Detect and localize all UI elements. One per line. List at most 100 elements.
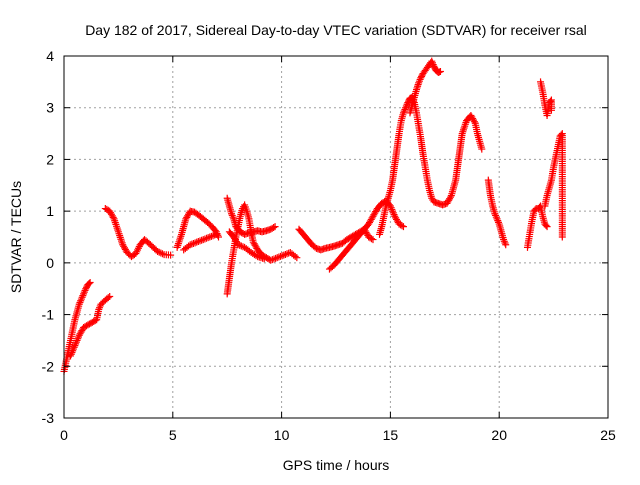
- data-point: [95, 305, 103, 313]
- data-point: [270, 255, 278, 263]
- data-point: [72, 338, 80, 346]
- plot-frame: [63, 55, 609, 419]
- data-point: [389, 209, 397, 217]
- data-point: [194, 238, 202, 246]
- x-tick-label: 20: [491, 427, 507, 443]
- data-point: [369, 236, 377, 244]
- y-tick-label: -2: [42, 358, 55, 374]
- data-point: [547, 106, 555, 114]
- data-point: [268, 256, 276, 264]
- data-point: [186, 241, 194, 249]
- data-point: [558, 233, 566, 241]
- series-arc-3: [101, 205, 175, 261]
- x-tick-label: 0: [60, 427, 68, 443]
- data-point: [234, 241, 242, 249]
- data-point: [403, 100, 411, 108]
- data-point: [69, 345, 77, 353]
- series-arc-1: [60, 279, 94, 375]
- data-point: [167, 251, 175, 259]
- data-point: [368, 235, 376, 243]
- series-arc-14: [523, 202, 551, 251]
- data-point: [402, 102, 410, 110]
- data-point: [189, 239, 197, 247]
- data-point: [470, 118, 478, 126]
- data-point: [494, 217, 502, 225]
- chart-title: Day 182 of 2017, Sidereal Day-to-day VTE…: [85, 22, 587, 38]
- data-point: [493, 215, 501, 223]
- data-point: [228, 211, 236, 219]
- data-point: [531, 206, 539, 214]
- data-point: [293, 254, 301, 262]
- data-point: [104, 294, 112, 302]
- data-point: [281, 250, 289, 258]
- data-point: [388, 205, 396, 213]
- x-tick-label: 25: [600, 427, 616, 443]
- data-point: [543, 223, 551, 231]
- data-point: [446, 193, 454, 201]
- data-point: [400, 107, 408, 115]
- data-point: [478, 145, 486, 153]
- data-point: [85, 280, 93, 288]
- data-point: [501, 239, 509, 247]
- data-point: [502, 241, 510, 249]
- y-tick-label: 4: [46, 48, 54, 64]
- data-point: [428, 59, 436, 67]
- x-tick-label: 5: [169, 427, 177, 443]
- x-tick-label: 15: [383, 427, 399, 443]
- data-point: [252, 252, 260, 260]
- data-point: [267, 256, 275, 264]
- data-point: [401, 105, 409, 113]
- data-point: [80, 290, 88, 298]
- data-point: [75, 333, 83, 341]
- data-point: [436, 68, 444, 76]
- data-point: [399, 109, 407, 117]
- data-point: [72, 340, 80, 348]
- data-point: [389, 207, 397, 215]
- data-point: [75, 300, 83, 308]
- data-point: [271, 223, 279, 231]
- series-arc-16: [541, 130, 566, 241]
- data-point: [272, 254, 280, 262]
- data-point: [68, 348, 76, 356]
- data-point: [494, 218, 502, 226]
- data-point: [280, 251, 288, 259]
- data-point: [211, 231, 219, 239]
- data-point: [236, 241, 244, 249]
- y-tick-label: -1: [42, 307, 55, 323]
- data-point: [155, 248, 163, 256]
- data-point: [273, 254, 281, 262]
- data-point: [203, 234, 211, 242]
- series-arc-13: [484, 176, 510, 249]
- y-tick-label: -3: [42, 410, 55, 426]
- data-point: [80, 288, 88, 296]
- data-point: [291, 252, 299, 260]
- data-point: [491, 210, 499, 218]
- data-point: [228, 210, 236, 218]
- data-point: [81, 286, 89, 294]
- data-point: [492, 213, 500, 221]
- data-point: [199, 236, 207, 244]
- data-point: [69, 347, 77, 355]
- data-point: [402, 104, 410, 112]
- data-point: [198, 236, 206, 244]
- data-point: [416, 75, 424, 83]
- y-tick-label: 1: [46, 203, 54, 219]
- data-point: [500, 237, 508, 245]
- data-point: [275, 253, 283, 261]
- data-point: [67, 352, 75, 360]
- data-point: [67, 350, 75, 358]
- data-point: [500, 236, 508, 244]
- data-point: [204, 234, 212, 242]
- data-point: [77, 295, 85, 303]
- data-point: [285, 249, 293, 257]
- data-point: [201, 235, 209, 243]
- x-tick-layer: 0 5 10 15 20 25: [60, 56, 616, 443]
- data-point: [78, 293, 86, 301]
- data-point: [86, 279, 94, 287]
- data-point: [270, 224, 278, 232]
- data-point: [76, 299, 84, 307]
- series-arc-12: [406, 57, 444, 117]
- data-point: [196, 237, 204, 245]
- x-tick-label: 10: [274, 427, 290, 443]
